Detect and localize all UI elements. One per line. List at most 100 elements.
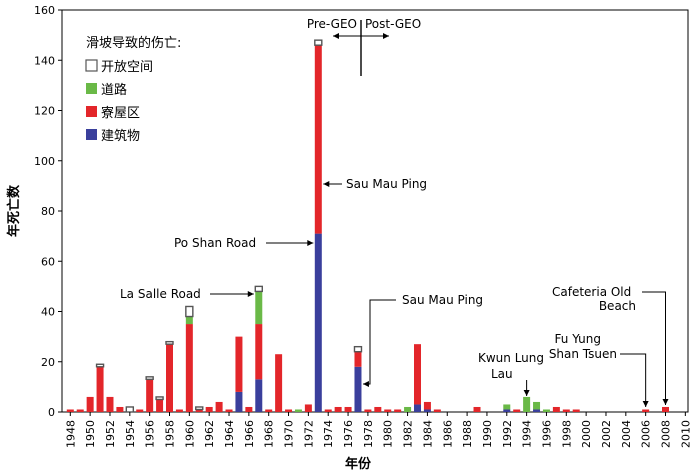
bar-segment [384, 409, 392, 412]
bar-segment [324, 409, 332, 412]
ann-kwun-lung-lau-line1: Kwun Lung [478, 351, 544, 365]
ann-cafeteria-line2: Beach [599, 299, 636, 313]
legend-swatch [86, 106, 97, 117]
x-tick-label: 1952 [104, 420, 117, 448]
x-tick-label: 1976 [342, 420, 355, 448]
bar-segment [116, 406, 124, 412]
ann-kwun-lung-lau-arrowhead [523, 390, 530, 396]
x-axis-title: 年份 [345, 456, 372, 472]
bar-segment [473, 406, 481, 412]
bar-segment [334, 406, 342, 412]
x-tick-label: 1958 [164, 420, 177, 448]
ann-kwun-lung-lau-line2: Lau [491, 367, 513, 381]
y-tick-label: 160 [34, 4, 55, 17]
ann-sau-mau-ping-1972: Sau Mau Ping [346, 177, 427, 191]
bar-segment [374, 406, 382, 412]
bar-segment [185, 316, 193, 325]
y-tick-label: 20 [41, 356, 55, 369]
bar-segment [394, 409, 402, 412]
bar-segment [314, 45, 322, 234]
y-axis-title: 年死亡数 [6, 184, 22, 237]
x-tick-label: 1992 [501, 420, 514, 448]
x-tick-label: 1996 [540, 420, 553, 448]
bar-segment [235, 391, 243, 412]
bar-segment [503, 409, 511, 412]
legend-swatch [86, 129, 97, 140]
bar-segment [542, 409, 550, 412]
bar-segment [96, 366, 104, 412]
bar-segment [255, 324, 263, 380]
bar-segment [562, 409, 570, 412]
x-tick-label: 1950 [84, 420, 97, 448]
ann-cafeteria-old-beach-leader [642, 291, 666, 405]
legend-label: 建筑物 [101, 128, 140, 144]
geo-arrow-left [333, 33, 339, 39]
bar-segment [433, 409, 441, 412]
bar-segment [503, 404, 511, 410]
bar-segment [254, 285, 263, 293]
bar-segment [145, 376, 154, 381]
bar-segment [353, 345, 363, 353]
bar-segment [125, 406, 135, 413]
y-tick-label: 100 [34, 155, 55, 168]
x-tick-label: 2010 [679, 420, 692, 448]
ann-sau-mau-ping-1976: Sau Mau Ping [402, 293, 483, 307]
bar-segment [364, 409, 372, 412]
x-tick-label: 1982 [402, 420, 415, 448]
legend-label: 寮屋区 [101, 105, 140, 121]
x-tick-label: 1986 [441, 420, 454, 448]
legend-swatch [86, 83, 97, 94]
bar-segment [275, 354, 283, 412]
y-tick-label: 140 [34, 54, 55, 67]
bar-segment [146, 379, 154, 412]
legend-label: 道路 [101, 82, 127, 98]
x-tick-label: 2008 [660, 420, 673, 448]
y-tick-label: 60 [41, 255, 55, 268]
y-tick-label: 120 [34, 105, 55, 118]
bar-segment [265, 409, 273, 412]
x-tick-label: 1994 [521, 420, 534, 448]
ann-cafeteria-old-beach-arrowhead [662, 399, 669, 405]
pre-geo-label: Pre-GEO [307, 17, 357, 31]
bar-segment [423, 401, 431, 410]
bar-segment [76, 409, 84, 412]
bar-segment [175, 409, 183, 412]
bar-segment [215, 401, 223, 412]
bar-segment [423, 409, 431, 412]
bar-segment [314, 39, 323, 46]
bar-segment [156, 399, 164, 412]
bar-segment [642, 409, 650, 412]
legend-title: 滑坡导致的伤亡: [86, 35, 181, 51]
bar-segment [414, 404, 421, 412]
annotations-group: Pre-GEO Post-GEO Sau Mau Ping Po Shan Road L… [120, 17, 669, 407]
bar-segment [404, 406, 412, 412]
x-tick-label: 1948 [64, 420, 77, 448]
x-tick-label: 1970 [283, 420, 296, 448]
y-tick-label: 40 [41, 306, 55, 319]
bar-segment [304, 404, 312, 412]
ann-fu-yung-line1: Fu Yung [555, 332, 601, 346]
bar-segment [552, 406, 560, 412]
bar-segment [166, 344, 173, 412]
bar-segment [255, 379, 263, 412]
bar-segment [106, 396, 114, 412]
bar-segment [344, 406, 352, 412]
bar-segment [95, 363, 105, 368]
bar-segment [235, 336, 243, 392]
x-tick-label: 1954 [124, 420, 137, 448]
geo-arrow-right [383, 33, 389, 39]
axes-group: 0 20 40 60 80 100 120 140 160 1948 1950 1952 1954 195… [6, 4, 692, 472]
y-tick-label: 0 [48, 406, 55, 419]
ann-la-salle-road: La Salle Road [120, 287, 201, 301]
bar-segment [513, 409, 521, 412]
ann-fu-yung-line2: Shan Tsuen [549, 347, 617, 361]
x-tick-label: 1966 [243, 420, 256, 448]
bar-segment [255, 291, 263, 325]
x-tick-label: 1968 [263, 420, 276, 448]
legend-swatch [85, 59, 98, 72]
x-tick-label: 1972 [302, 420, 315, 448]
legend-label: 开放空间 [101, 60, 153, 75]
bar-segment [195, 409, 203, 412]
bar-segment [245, 406, 253, 412]
